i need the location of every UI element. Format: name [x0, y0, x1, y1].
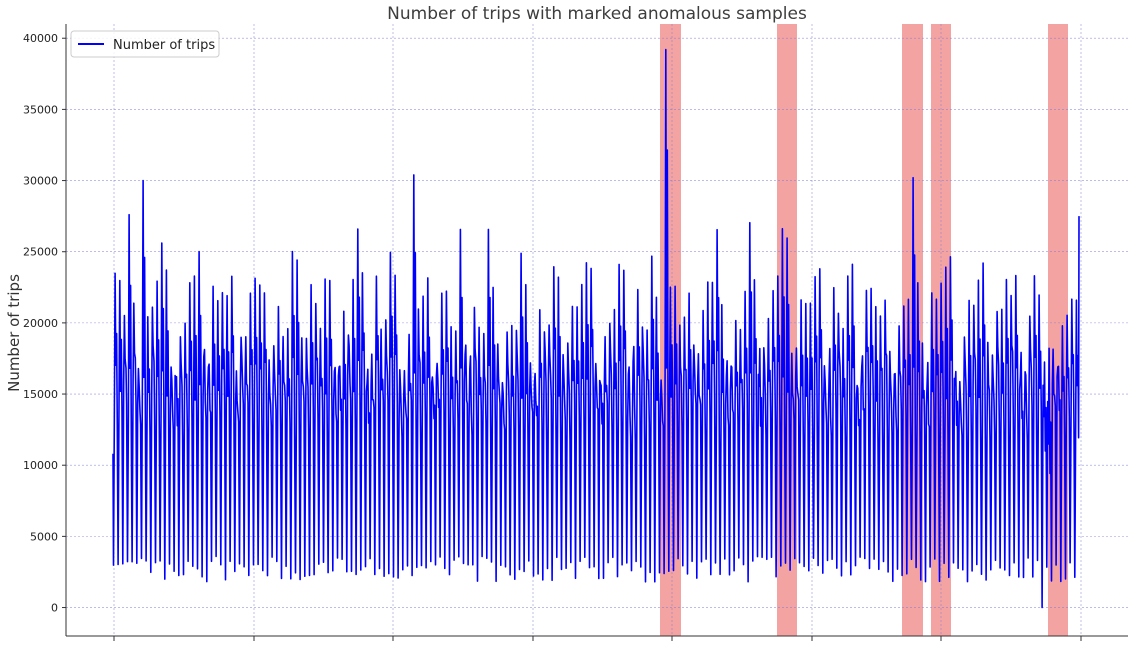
chart-title: Number of trips with marked anomalous sa…	[387, 4, 807, 24]
y-tick-label-5: 25000	[23, 246, 58, 259]
series-line-number-of-trips	[112, 48, 1080, 609]
y-tick-label-8: 40000	[23, 32, 58, 45]
y-tick-label-1: 5000	[30, 530, 58, 543]
y-tick-label-6: 30000	[23, 175, 58, 188]
y-ticks: 0 5000 10000 15000 20000 25000 30000 35000 40000	[23, 32, 66, 615]
anomaly-region-5	[1048, 24, 1068, 636]
x-ticks	[113, 636, 1082, 641]
y-axis-label: Number of trips	[5, 274, 23, 392]
y-tick-label-0: 0	[51, 602, 58, 615]
y-tick-label-7: 35000	[23, 103, 58, 116]
axes	[65, 24, 1128, 637]
y-tick-label-2: 10000	[23, 459, 58, 472]
legend: Number of trips	[70, 30, 220, 58]
series-layer	[112, 48, 1080, 609]
y-tick-label-4: 20000	[23, 317, 58, 330]
y-tick-label-3: 15000	[23, 388, 58, 401]
legend-box	[70, 30, 220, 58]
legend-label-number-of-trips: Number of trips	[113, 38, 215, 53]
